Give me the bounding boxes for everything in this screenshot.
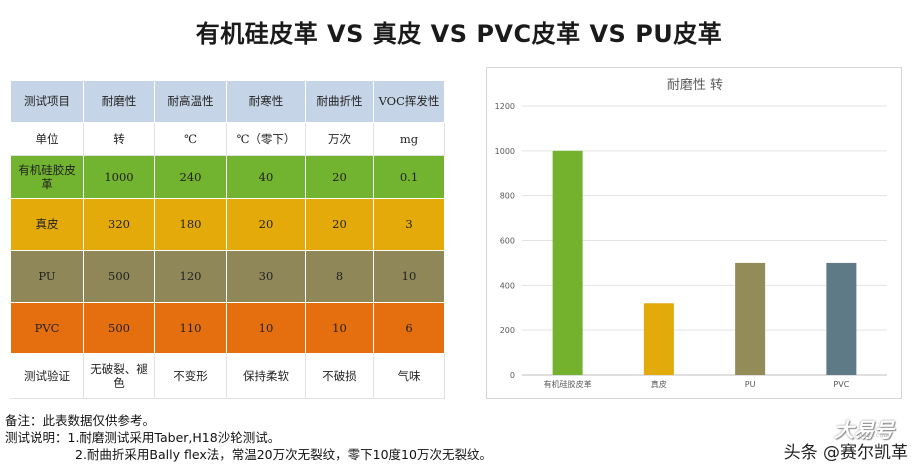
table-row: PVC 500 110 10 10 6 (10, 302, 445, 354)
table-cell: 320 (83, 198, 155, 251)
table-cell: 不破损 (305, 353, 374, 399)
comparison-table: 测试项目 耐磨性 耐高温性 耐寒性 耐曲折性 VOC挥发性 单位 转 ℃ ℃（零… (10, 80, 445, 399)
table-verification-row: 测试验证 无破裂、褪色 不变形 保持柔软 不破损 气味 (10, 353, 445, 399)
notes-disclaimer: 备注：此表数据仅供参考。 (5, 413, 156, 428)
table-cell: 10 (226, 302, 306, 354)
chart-svg: 耐磨性 转 0 200 400 600 800 1000 1200 有机硅胶皮革 真皮 PU PVC (495, 78, 887, 389)
row-name-cell: PU (10, 250, 84, 303)
header-cold-resistance: 耐寒性 (226, 80, 306, 123)
table-cell: 20 (226, 198, 306, 251)
table-cell: ℃（零下） (226, 122, 306, 156)
x-tick-label: PU (745, 380, 756, 389)
table-cell: 单位 (10, 122, 84, 156)
notes: 备注：此表数据仅供参考。 测试说明：1.耐磨测试采用Taber,H18沙轮测试。… (5, 412, 492, 463)
y-tick-label: 0 (510, 371, 515, 380)
watermark-source-text: 头条 @赛尔凯 (783, 443, 891, 463)
bar (643, 303, 674, 375)
row-name-cell: 真皮 (10, 198, 84, 251)
table-cell: 10 (305, 302, 374, 354)
row-name-cell: 有机硅胶皮革 (10, 155, 84, 199)
table-cell: ℃ (154, 122, 227, 156)
table-cell: mg (373, 122, 445, 156)
notes-test-method-1: 测试说明：1.耐磨测试采用Taber,H18沙轮测试。 (5, 430, 281, 445)
table-row: 真皮 320 180 20 20 3 (10, 198, 445, 251)
y-tick-label: 400 (500, 281, 515, 290)
y-tick-label: 1000 (495, 147, 515, 156)
table-cell: 不变形 (154, 353, 227, 399)
table-cell: 240 (154, 155, 227, 199)
page-title: 有机硅皮革 VS 真皮 VS PVC皮革 VS PU皮革 (195, 20, 723, 48)
header-test-item: 测试项目 (10, 80, 84, 123)
table-header-row: 测试项目 耐磨性 耐高温性 耐寒性 耐曲折性 VOC挥发性 (10, 80, 445, 123)
table-cell: 0.1 (373, 155, 445, 199)
header-wear-resistance: 耐磨性 (83, 80, 155, 123)
watermark-badge: 大易号 (834, 418, 894, 442)
watermark-site: dayi.com (858, 432, 890, 439)
table-cell: 30 (226, 250, 306, 303)
bar (735, 262, 766, 375)
y-tick-label: 1200 (495, 102, 515, 111)
chart-title: 耐磨性 转 (667, 78, 723, 93)
y-tick-label: 600 (500, 237, 515, 246)
bar (552, 150, 583, 375)
wear-resistance-chart: 耐磨性 转 0 200 400 600 800 1000 1200 有机硅胶皮革 真皮 PU PVC (486, 67, 902, 399)
table-cell: 保持柔软 (226, 353, 306, 399)
header-heat-resistance: 耐高温性 (154, 80, 227, 123)
y-tick-label: 200 (500, 326, 515, 335)
table-cell: 转 (83, 122, 155, 156)
table-cell: 8 (305, 250, 374, 303)
table-cell: 500 (83, 302, 155, 354)
row-name-cell: PVC (10, 302, 84, 354)
table-cell: 测试验证 (10, 353, 84, 399)
header-flex-resistance: 耐曲折性 (305, 80, 374, 123)
table-cell: 20 (305, 198, 374, 251)
table-cell: 气味 (373, 353, 445, 399)
table-row: 有机硅胶皮革 1000 240 40 20 0.1 (10, 155, 445, 199)
table-cell: 万次 (305, 122, 374, 156)
header-voc: VOC挥发性 (373, 80, 445, 123)
table-cell: 3 (373, 198, 445, 251)
watermark-source-tail: 革 (891, 443, 908, 463)
table-cell: 180 (154, 198, 227, 251)
table-cell: 500 (83, 250, 155, 303)
x-tick-label: 真皮 (651, 379, 667, 389)
table-cell: 40 (226, 155, 306, 199)
table-cell: 10 (373, 250, 445, 303)
table-cell: 6 (373, 302, 445, 354)
x-tick-label: 有机硅胶皮革 (544, 379, 592, 389)
table-cell: 无破裂、褪色 (83, 353, 155, 399)
table-row: PU 500 120 30 8 10 (10, 250, 445, 303)
bar (826, 262, 857, 375)
table-cell: 20 (305, 155, 374, 199)
table-cell: 120 (154, 250, 227, 303)
x-tick-label: PVC (833, 380, 849, 389)
table-units-row: 单位 转 ℃ ℃（零下） 万次 mg (10, 122, 445, 156)
y-tick-label: 800 (500, 192, 515, 201)
notes-test-method-2: 2.耐曲折采用Bally flex法，常温20万次无裂纹，零下10度10万次无裂… (75, 447, 492, 462)
watermark-source: 头条 @赛尔凯革 (784, 438, 908, 463)
table-cell: 110 (154, 302, 227, 354)
table-cell: 1000 (83, 155, 155, 199)
